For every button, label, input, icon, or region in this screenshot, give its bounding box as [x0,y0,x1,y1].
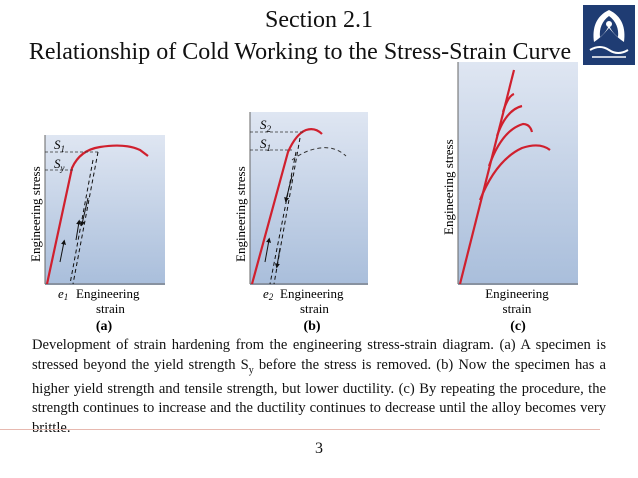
university-seal-icon [582,4,636,66]
panel-b: S2 S1 Engineering stress e2 Engineering … [233,112,368,334]
stress-strain-figures: S1 Sy Engineering stress e1 Engineering … [28,62,578,334]
x-axis-label-line1: Engineering [280,286,344,301]
slide-title: Relationship of Cold Working to the Stre… [28,39,572,65]
stress-strain-curve [250,128,323,285]
e2-label: e2 [263,286,274,302]
divider [0,429,600,430]
panel-label: (c) [510,319,526,334]
y-axis-label: Engineering stress [28,166,43,262]
x-axis-label-line2: strain [96,301,125,316]
sy-label: Sy [54,156,65,173]
s1-label: S1 [260,136,271,153]
x-axis-label-line2: strain [503,301,532,316]
y-axis-label: Engineering stress [441,139,456,235]
page-number: 3 [315,440,323,457]
panel-label: (b) [303,319,320,334]
x-axis-label-line1: Engineering [485,286,549,301]
s1-label: S1 [54,137,65,154]
panel-c: Engineering stress Engineering strain (c… [441,62,578,334]
stress-strain-curve [45,144,149,285]
x-axis-label-line2: strain [300,301,329,316]
panel-a: S1 Sy Engineering stress e1 Engineering … [28,135,165,334]
section-heading: Section 2.1 [265,7,373,33]
y-axis-label: Engineering stress [233,166,248,262]
x-axis-label-line1: Engineering [76,286,140,301]
e1-label: e1 [58,286,68,302]
panel-label: (a) [96,319,113,334]
s2-label: S2 [260,117,272,134]
figure-caption: Development of strain hardening from the… [32,337,606,436]
